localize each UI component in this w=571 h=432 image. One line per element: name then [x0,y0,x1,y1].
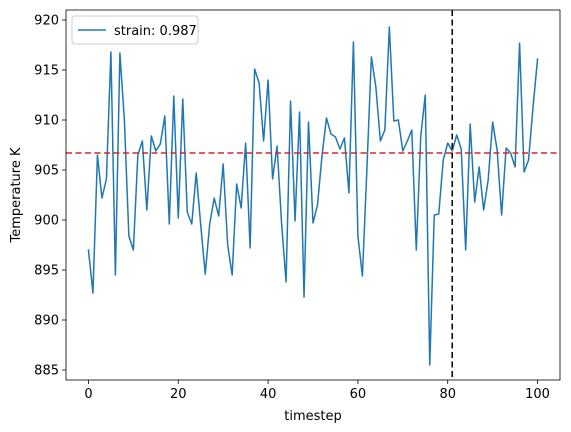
y-tick-label: 910 [34,114,59,129]
legend-box [71,15,199,45]
x-tick-label: 80 [439,387,456,402]
y-axis: 885 890 895 900 905 910 915 920 [34,14,66,379]
plot-frame [65,9,561,381]
y-tick-label: 890 [34,314,59,329]
series-line-0 [87,26,539,366]
y-tick-label: 915 [34,64,59,79]
y-tick-label: 920 [34,14,59,29]
x-tick-label: 40 [260,387,277,402]
x-axis-label: timestep [284,409,342,424]
x-axis: 0 20 40 60 80 100 [84,380,550,402]
x-tick-label: 0 [84,387,92,402]
legend-entry-label: strain: 0.987 [114,24,197,39]
series-layer [87,26,539,366]
y-tick-label: 885 [34,364,59,379]
x-tick-label: 100 [525,387,550,402]
x-tick-label: 20 [170,387,187,402]
y-tick-label: 900 [34,214,59,229]
reference-lines [66,10,560,380]
y-tick-label: 895 [34,264,59,279]
x-tick-label: 60 [350,387,367,402]
y-axis-label: Temperature K [9,147,24,243]
y-tick-label: 905 [34,164,59,179]
legend: strain: 0.987 [71,15,199,45]
